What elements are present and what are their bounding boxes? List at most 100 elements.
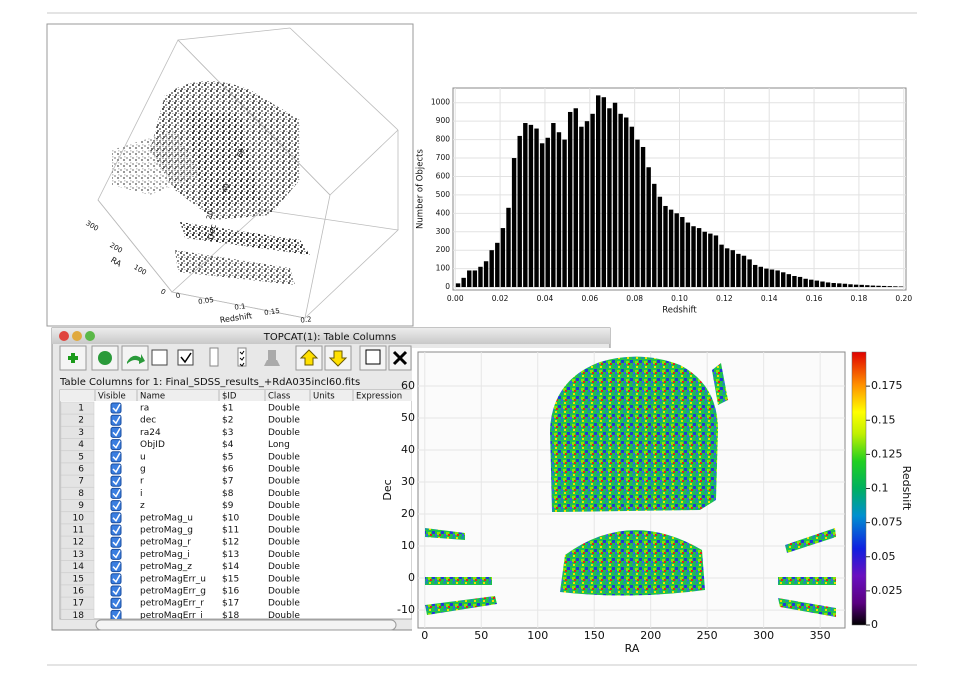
bar xyxy=(579,126,584,288)
tool-show[interactable] xyxy=(177,349,194,366)
column-name: ra xyxy=(140,404,149,414)
y-tick-label: 300 xyxy=(436,227,451,236)
bar xyxy=(820,281,825,288)
table-caption: Table Columns for 1: Final_SDSS_results_… xyxy=(59,377,360,388)
bar xyxy=(792,275,797,288)
y-tick-label: 600 xyxy=(436,171,451,180)
checkmark xyxy=(112,403,121,413)
column-class: Double xyxy=(268,587,300,597)
bar xyxy=(752,264,758,288)
checkmark xyxy=(112,598,121,608)
row-index: 8 xyxy=(78,489,84,499)
y-tick-label: 100 xyxy=(436,264,451,273)
minimize-button[interactable] xyxy=(72,331,82,341)
bar xyxy=(865,285,870,288)
checkmark xyxy=(112,574,121,584)
checkmark xyxy=(112,611,121,619)
x-tick-label: 50 xyxy=(474,629,488,642)
checkmark xyxy=(112,513,121,523)
x-tick-label: 250 xyxy=(697,629,718,642)
point-cloud xyxy=(180,222,310,255)
bar xyxy=(640,146,646,288)
column-name: petroMagErr_i xyxy=(140,611,203,621)
row-index: 5 xyxy=(78,452,84,462)
bar xyxy=(769,269,775,288)
checkmark xyxy=(112,525,121,535)
bar xyxy=(848,284,853,288)
tool-add[interactable] xyxy=(59,345,87,371)
bar xyxy=(691,226,696,288)
column-id: $3 xyxy=(222,428,233,438)
bar xyxy=(730,250,735,288)
column-class: Double xyxy=(268,538,300,548)
bar xyxy=(781,272,786,288)
bar xyxy=(702,231,707,288)
x-tick-label: 0.02 xyxy=(492,294,509,303)
y-tick-label: 200 xyxy=(436,245,451,254)
row-index: 6 xyxy=(78,465,84,475)
bar xyxy=(657,196,663,288)
scrollbar[interactable] xyxy=(95,619,397,631)
bar xyxy=(523,123,528,288)
column-class: Double xyxy=(268,404,300,414)
column-name: petroMag_i xyxy=(140,550,190,560)
column-id: $1 xyxy=(222,404,233,414)
row-index: 10 xyxy=(73,513,85,523)
checkmark xyxy=(112,440,121,449)
y-tick-label: 1000 xyxy=(431,98,450,107)
x-tick-label: 0.06 xyxy=(581,294,598,303)
scatter3d-panel xyxy=(46,23,414,327)
column-name: r xyxy=(140,477,144,487)
bar xyxy=(724,248,730,288)
column-id: $6 xyxy=(222,465,234,475)
bar xyxy=(618,113,623,288)
bar xyxy=(797,276,803,288)
x-tick-label: 0.20 xyxy=(895,294,912,303)
column-class: Double xyxy=(268,501,300,511)
bar xyxy=(713,235,719,288)
point-region xyxy=(778,598,836,617)
close-button[interactable] xyxy=(59,331,69,341)
checkmark xyxy=(112,415,121,425)
column-class: Long xyxy=(268,440,290,450)
tool-hide[interactable] xyxy=(151,349,168,366)
x-tick-label: 300 xyxy=(753,629,774,642)
point-region xyxy=(425,596,497,615)
bar xyxy=(870,285,876,288)
bar xyxy=(881,285,887,288)
y-axis-label: Dec xyxy=(381,479,394,500)
zoom-button[interactable] xyxy=(85,331,95,341)
column-id: $10 xyxy=(222,513,239,523)
bar xyxy=(511,158,517,288)
point-region xyxy=(785,528,836,553)
y-tick-label: 500 xyxy=(436,190,451,199)
tick-label: 40 xyxy=(221,183,231,193)
column-name: petroMag_r xyxy=(140,538,191,548)
bar xyxy=(607,108,612,288)
checkmark xyxy=(112,452,121,462)
bar xyxy=(674,213,679,288)
tool-show-all[interactable] xyxy=(237,347,247,367)
column-id: $11 xyxy=(222,526,239,536)
bar xyxy=(478,266,483,288)
x-tick-label: 0.14 xyxy=(761,294,778,303)
column-name: ra24 xyxy=(140,428,161,438)
tick-label: 0.15 xyxy=(264,307,281,317)
column-id: $8 xyxy=(222,489,234,499)
bar xyxy=(893,286,898,288)
tool-hide-all[interactable] xyxy=(209,347,219,367)
colorbar-tick-label: 0.15 xyxy=(871,413,896,426)
point-region xyxy=(712,363,728,405)
row-index: 2 xyxy=(78,416,84,426)
bar xyxy=(758,266,763,288)
tool-sort[interactable] xyxy=(264,350,280,366)
column-name: dec xyxy=(140,416,156,426)
row-index: 16 xyxy=(73,587,85,597)
y-tick-label: 20 xyxy=(401,507,415,520)
column-header: Class xyxy=(268,392,291,402)
bar xyxy=(534,128,539,288)
bar xyxy=(495,242,500,288)
column-class: Double xyxy=(268,513,300,523)
